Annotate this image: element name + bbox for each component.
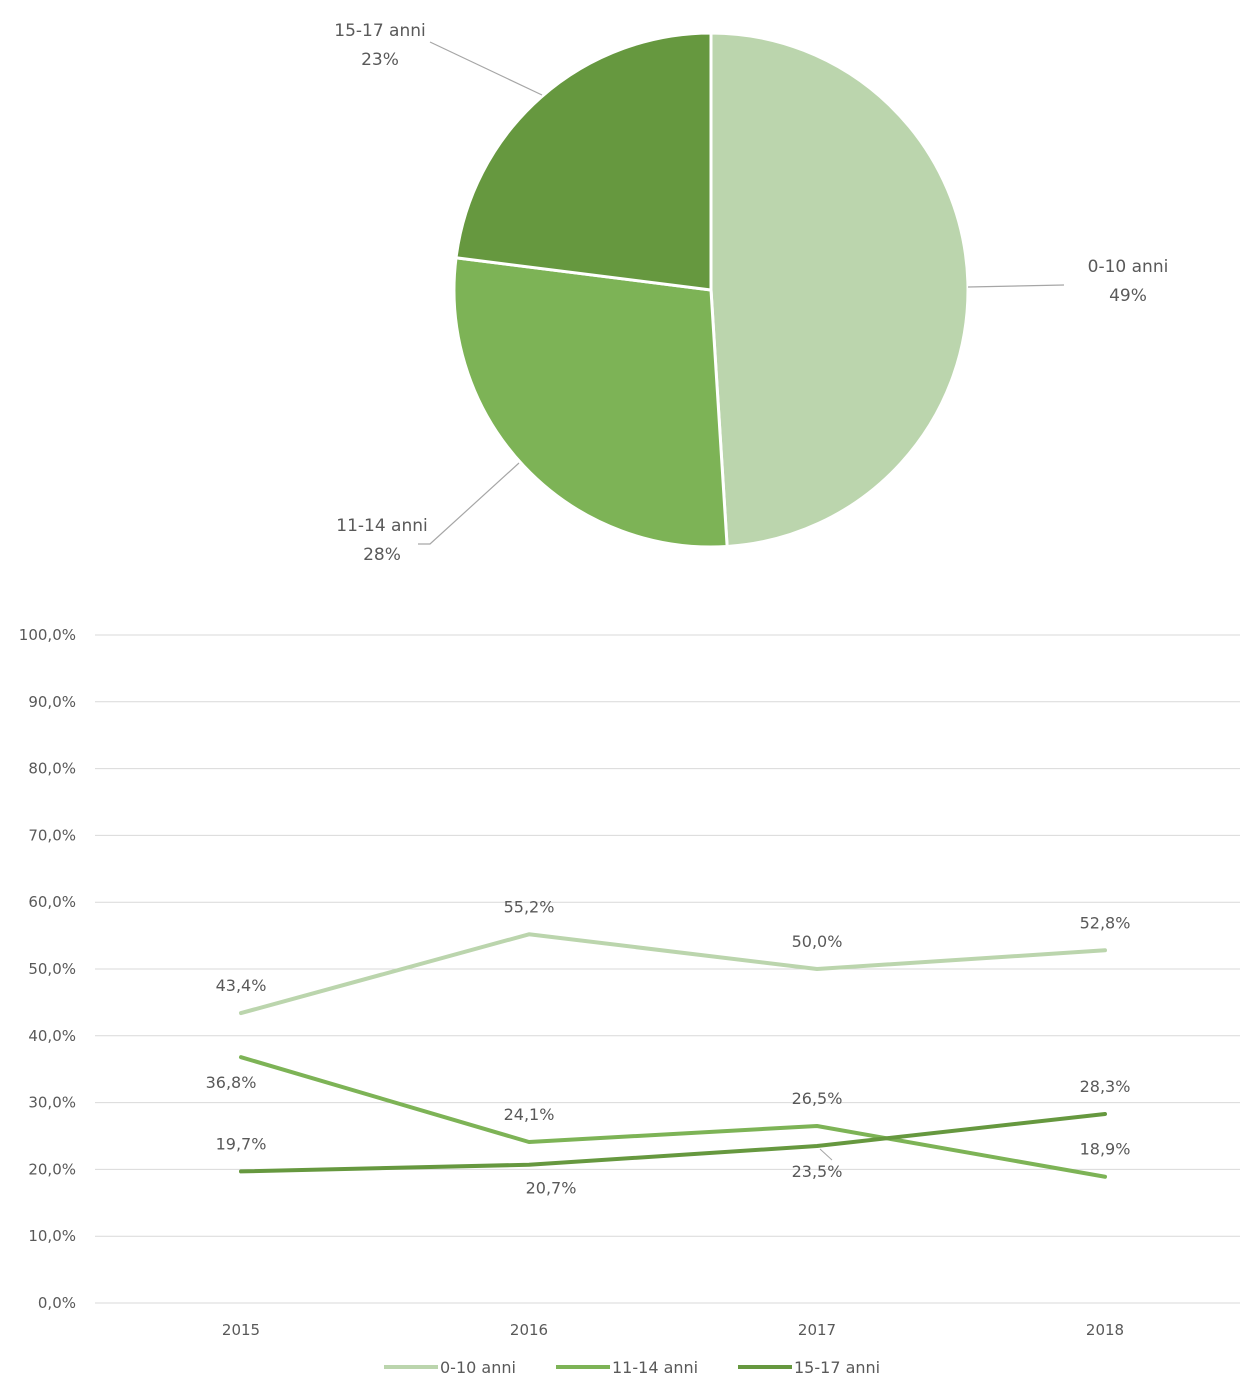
pie-label-category: 11-14 anni bbox=[336, 516, 428, 536]
pie-leader-line bbox=[418, 462, 520, 545]
legend-label: 11-14 anni bbox=[612, 1358, 698, 1377]
legend-label: 15-17 anni bbox=[794, 1358, 880, 1377]
data-label: 20,7% bbox=[526, 1179, 577, 1198]
y-tick-label: 40,0% bbox=[28, 1027, 76, 1045]
data-label: 28,3% bbox=[1080, 1077, 1131, 1096]
data-label: 23,5% bbox=[792, 1162, 843, 1181]
x-tick-label: 2017 bbox=[798, 1321, 836, 1339]
legend-label: 0-10 anni bbox=[440, 1358, 516, 1377]
pie-slice-11-14-anni bbox=[452, 256, 729, 549]
data-label: 26,5% bbox=[792, 1089, 843, 1108]
y-tick-label: 60,0% bbox=[28, 893, 76, 911]
data-label: 43,4% bbox=[216, 976, 267, 995]
x-tick-label: 2016 bbox=[510, 1321, 548, 1339]
pie-label-percent: 23% bbox=[361, 50, 399, 70]
series-line-15-17-anni bbox=[239, 1111, 1107, 1174]
y-tick-label: 90,0% bbox=[28, 693, 76, 711]
pie-leader-line bbox=[429, 41, 543, 96]
y-tick-label: 10,0% bbox=[28, 1227, 76, 1245]
data-label: 18,9% bbox=[1080, 1140, 1131, 1159]
data-label-leader bbox=[819, 1148, 833, 1161]
data-label: 19,7% bbox=[216, 1134, 267, 1153]
data-label: 36,8% bbox=[206, 1073, 257, 1092]
data-label: 50,0% bbox=[792, 932, 843, 951]
y-tick-label: 50,0% bbox=[28, 960, 76, 978]
data-label: 52,8% bbox=[1080, 913, 1131, 932]
data-label: 55,2% bbox=[504, 897, 555, 916]
series-line-11-14-anni bbox=[239, 1055, 1107, 1179]
y-tick-label: 80,0% bbox=[28, 760, 76, 778]
y-tick-label: 0,0% bbox=[38, 1294, 76, 1312]
pie-label-percent: 28% bbox=[363, 545, 401, 565]
y-tick-label: 100,0% bbox=[19, 626, 76, 644]
series-line-0-10-anni bbox=[239, 932, 1107, 1016]
line-chart: 0,0% 10,0% 20,0% 30,0% 40,0% 50,0% 60,0% 70,0% 8… bbox=[19, 626, 1240, 1377]
y-tick-label: 70,0% bbox=[28, 826, 76, 844]
y-tick-label: 30,0% bbox=[28, 1094, 76, 1112]
pie-slice-0-10-anni bbox=[709, 31, 970, 549]
pie-leader-line bbox=[967, 284, 1065, 288]
pie-label-percent: 49% bbox=[1109, 286, 1147, 306]
x-tick-label: 2018 bbox=[1086, 1321, 1124, 1339]
data-label: 24,1% bbox=[504, 1105, 555, 1124]
y-tick-label: 20,0% bbox=[28, 1160, 76, 1178]
pie-label-category: 0-10 anni bbox=[1088, 257, 1169, 277]
pie-chart: 0-10 anni 49% 11-14 anni 28% 15-17 anni 23% bbox=[334, 21, 1169, 565]
pie-label-category: 15-17 anni bbox=[334, 21, 426, 41]
x-tick-label: 2015 bbox=[222, 1321, 260, 1339]
pie-slice-15-17-anni bbox=[454, 31, 713, 292]
